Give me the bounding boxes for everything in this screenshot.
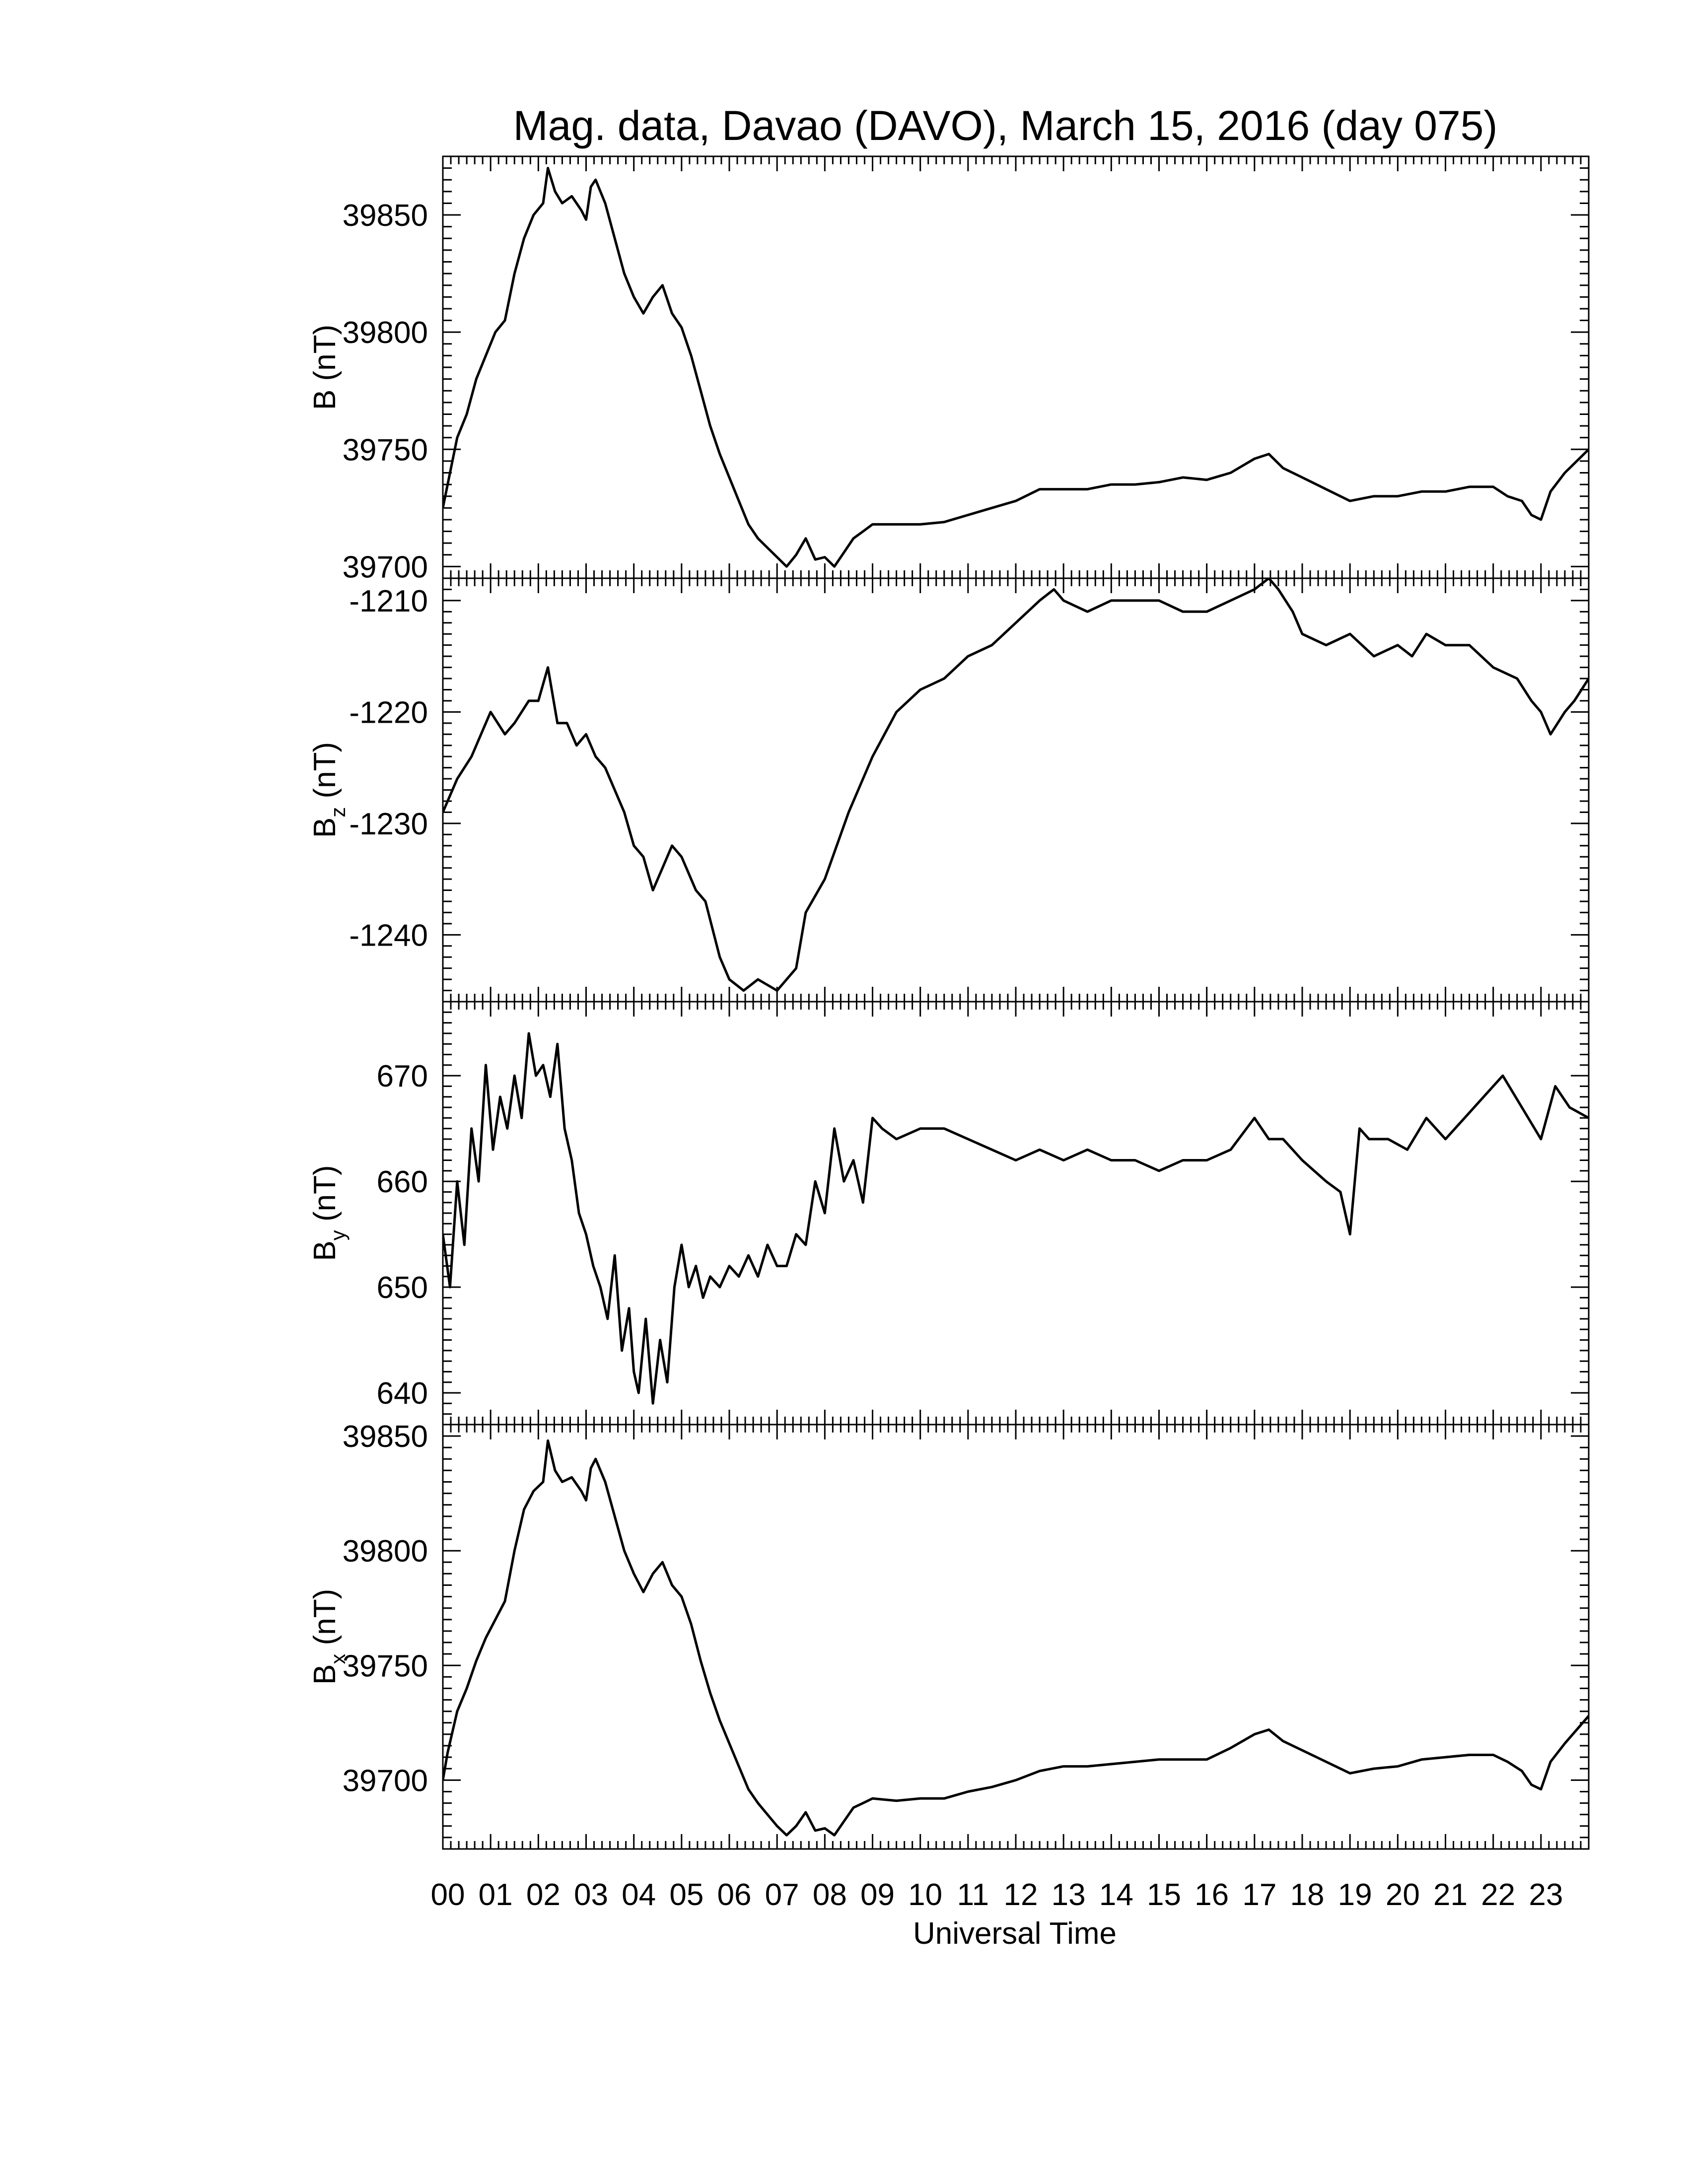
y-tick-label: -1220	[349, 695, 428, 730]
panel-2: -1240 -1230 -1220 -1210 Bz (nT)	[308, 577, 1590, 1003]
x-ticks	[442, 578, 1590, 1002]
x-tick-label: 13	[1052, 1878, 1086, 1912]
series-line	[443, 1439, 1589, 1837]
x-tick-label: 15	[1147, 1878, 1181, 1912]
plot-frame	[442, 1424, 1590, 1850]
y-axis-label-main: B	[308, 1240, 342, 1261]
x-ticks	[442, 156, 1590, 578]
y-axis-label: Bx (nT)	[308, 1589, 350, 1685]
y-tick-label: 650	[377, 1271, 428, 1305]
x-tick-label: 10	[908, 1878, 942, 1912]
y-axis-label: Bz (nT)	[308, 742, 350, 838]
y-tick-label: 39800	[343, 1534, 428, 1569]
y-tick-label: 39700	[343, 1764, 428, 1798]
x-tick-label: 20	[1386, 1878, 1420, 1912]
y-tick-label: 39850	[343, 199, 428, 233]
y-axis-label-unit: (nT)	[308, 1165, 342, 1230]
x-ticks	[442, 1002, 1590, 1425]
plot-frame	[442, 1001, 1590, 1426]
x-axis-label: Universal Time	[913, 1916, 1117, 1951]
y-ticks	[443, 1001, 1589, 1426]
y-tick-label: -1210	[349, 584, 428, 618]
x-tick-label: 02	[526, 1878, 561, 1912]
y-axis-label-sub: y	[326, 1230, 350, 1240]
x-tick-label: 04	[622, 1878, 656, 1912]
y-axis-label-sub: x	[326, 1654, 350, 1664]
y-axis-label-main: B	[308, 1664, 342, 1685]
x-tick-label: 18	[1290, 1878, 1325, 1912]
y-axis-label-main: B	[308, 818, 342, 838]
y-ticks	[443, 1424, 1589, 1850]
y-tick-label: -1230	[349, 807, 428, 841]
y-axis-label-unit: (nT)	[308, 1589, 342, 1654]
y-tick-label: 39800	[343, 316, 428, 350]
series-line	[443, 1032, 1589, 1405]
y-axis-label-main: B	[308, 390, 342, 410]
x-tick-label: 05	[669, 1878, 703, 1912]
x-tick-label: 14	[1099, 1878, 1133, 1912]
y-tick-label: 39750	[343, 1649, 428, 1683]
x-tick-label: 17	[1242, 1878, 1276, 1912]
y-tick-label: -1240	[349, 918, 428, 953]
plot-frame	[442, 155, 1590, 579]
y-tick-label: 39700	[343, 550, 428, 584]
y-tick-label: 660	[377, 1165, 428, 1199]
chart-title: Mag. data, Davao (DAVO), March 15, 2016 …	[513, 102, 1498, 149]
y-ticks	[443, 155, 1589, 579]
x-tick-label: 03	[574, 1878, 608, 1912]
panel-3: 640 650 660 670 By (nT)	[308, 1001, 1590, 1426]
y-axis-label-sub: z	[326, 807, 350, 818]
x-tick-label: 08	[813, 1878, 847, 1912]
x-ticks	[442, 1425, 1590, 1849]
y-axis-label: By (nT)	[308, 1165, 350, 1261]
x-tick-label: 12	[1004, 1878, 1038, 1912]
panel-1: 39700 39750 39800 39850 B (nT)	[308, 155, 1590, 584]
y-axis-label: B (nT)	[308, 325, 342, 410]
y-axis-label-unit: (nT)	[308, 325, 342, 390]
series-line	[443, 167, 1589, 568]
series-line	[443, 578, 1589, 992]
x-tick-label: 06	[717, 1878, 752, 1912]
y-tick-label: 640	[377, 1376, 428, 1411]
x-axis-labels: 00 01 02 03 04 05 06 07 08 09 10 11 12 13 14 15 16 17 18 19…	[431, 1878, 1563, 1912]
x-tick-label: 22	[1481, 1878, 1515, 1912]
panels-group: 39700 39750 39800 39850 B (nT) -1240 -1230 -122…	[308, 155, 1590, 1850]
panel-4: 39700 39750 39800 39850 Bx (nT)	[308, 1420, 1590, 1850]
y-tick-label: 670	[377, 1059, 428, 1093]
x-tick-label: 01	[479, 1878, 513, 1912]
y-axis-label-unit: (nT)	[308, 742, 342, 807]
x-tick-label: 21	[1433, 1878, 1468, 1912]
x-tick-label: 19	[1338, 1878, 1372, 1912]
x-tick-label: 09	[860, 1878, 895, 1912]
y-tick-label: 39850	[343, 1420, 428, 1454]
x-tick-label: 11	[957, 1878, 989, 1912]
x-tick-label: 23	[1529, 1878, 1563, 1912]
x-tick-label: 00	[431, 1878, 465, 1912]
x-tick-label: 16	[1195, 1878, 1229, 1912]
x-tick-label: 07	[765, 1878, 799, 1912]
y-tick-label: 39750	[343, 433, 428, 467]
